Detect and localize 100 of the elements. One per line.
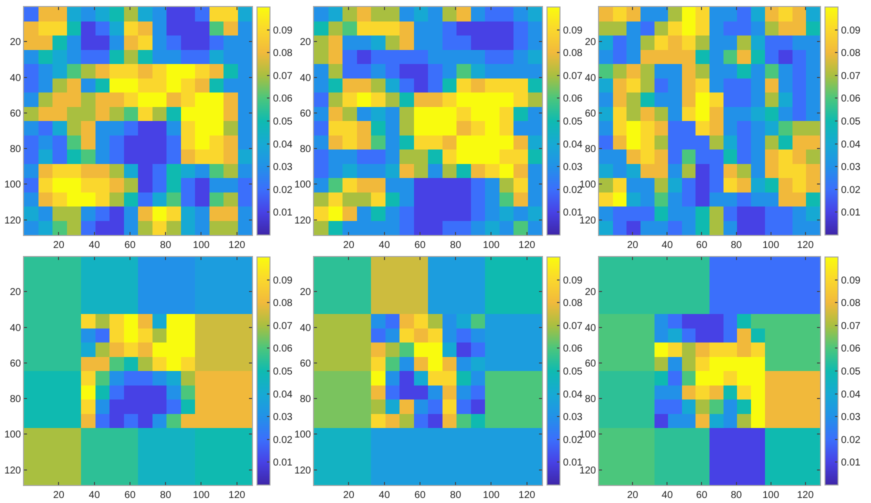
color-bar-label: 0.02 — [563, 184, 583, 196]
color-bar-label: 0.09 — [273, 275, 293, 286]
x-tick-label: 20 — [53, 490, 65, 501]
y-tick-label: 80 — [300, 144, 312, 156]
y-tick-label: 40 — [10, 72, 22, 84]
x-tick-label: 120 — [518, 240, 536, 251]
color-bar-label: 0.06 — [273, 94, 293, 105]
x-tick-label: 20 — [627, 490, 639, 501]
color-bar-label: 0.03 — [841, 412, 861, 424]
color-bar-label: 0.07 — [563, 70, 583, 82]
y-tick-label: 120 — [4, 465, 22, 476]
color-bar-label: 0.04 — [273, 389, 293, 400]
x-tick-label: 80 — [160, 490, 172, 501]
color-bar-label: 0.09 — [841, 275, 861, 286]
color-bar-label: 0.08 — [273, 48, 293, 60]
color-bar-label: 0.09 — [563, 25, 583, 36]
color-bar-label: 0.05 — [841, 366, 861, 378]
y-tick-label: 60 — [584, 358, 596, 370]
color-bar-label: 0.01 — [273, 458, 293, 469]
x-tick-label: 100 — [762, 490, 780, 501]
x-tick-label: 80 — [160, 240, 172, 251]
y-tick-label: 40 — [300, 72, 312, 84]
x-tick-label: 40 — [378, 240, 390, 251]
color-bar-label: 0.08 — [841, 48, 861, 60]
y-tick-label: 40 — [300, 322, 312, 334]
x-tick-label: 100 — [192, 240, 210, 251]
y-tick-label: 20 — [300, 37, 312, 48]
color-bar-label: 0.04 — [563, 139, 583, 150]
y-tick-label: 40 — [10, 322, 22, 334]
x-tick-label: 20 — [343, 240, 355, 251]
y-tick-label: 20 — [584, 287, 596, 298]
y-tick-label: 60 — [300, 108, 312, 120]
color-bar-label: 0.08 — [841, 298, 861, 310]
color-bar-label: 0.04 — [841, 389, 861, 400]
y-tick-label: 100 — [4, 430, 22, 441]
x-tick-label: 100 — [762, 240, 780, 251]
color-bar-label: 0.05 — [841, 116, 861, 128]
x-tick-label: 20 — [53, 240, 65, 251]
color-bar-label: 0.01 — [841, 208, 861, 219]
x-tick-label: 80 — [730, 490, 742, 501]
x-tick-label: 40 — [662, 240, 674, 251]
color-bar-label: 0.09 — [841, 25, 861, 36]
x-tick-label: 40 — [88, 490, 100, 501]
y-tick-label: 60 — [10, 358, 22, 370]
y-tick-label: 80 — [584, 144, 596, 156]
color-bar-label: 0.05 — [563, 366, 583, 378]
y-tick-label: 60 — [300, 358, 312, 370]
color-bar-label: 0.09 — [563, 275, 583, 286]
color-bar-label: 0.06 — [563, 94, 583, 105]
y-tick-label: 120 — [579, 215, 596, 226]
y-tick-label: 100 — [294, 180, 312, 191]
x-tick-label: 40 — [662, 490, 674, 501]
x-tick-label: 100 — [482, 490, 500, 501]
y-tick-label: 80 — [10, 394, 22, 406]
color-bar-label: 0.09 — [273, 25, 293, 36]
color-bar-label: 0.03 — [841, 162, 861, 174]
color-bar-label: 0.06 — [841, 344, 861, 355]
color-bar-label: 0.03 — [563, 412, 583, 424]
x-tick-label: 60 — [414, 490, 426, 501]
y-tick-label: 120 — [579, 465, 596, 476]
y-tick-label: 80 — [300, 394, 312, 406]
color-bar-label: 0.06 — [273, 344, 293, 355]
color-bar-label: 0.08 — [563, 298, 583, 310]
x-tick-label: 20 — [343, 490, 355, 501]
y-tick-label: 20 — [10, 287, 22, 298]
color-bar-label: 0.06 — [563, 344, 583, 355]
color-bar-label: 0.04 — [273, 139, 293, 150]
color-bar-label: 0.03 — [563, 162, 583, 174]
x-tick-label: 120 — [228, 490, 246, 501]
color-bar-label: 0.02 — [273, 184, 293, 196]
color-bar-label: 0.01 — [273, 208, 293, 219]
color-bar-label: 0.07 — [841, 320, 861, 332]
x-tick-label: 100 — [482, 240, 500, 251]
color-bar-label: 0.04 — [841, 139, 861, 150]
x-tick-label: 80 — [450, 490, 462, 501]
color-bar-label: 0.05 — [273, 366, 293, 378]
x-tick-label: 120 — [518, 490, 536, 501]
y-tick-label: 40 — [584, 72, 596, 84]
x-tick-label: 60 — [696, 240, 708, 251]
y-tick-label: 100 — [294, 430, 312, 441]
y-tick-label: 40 — [584, 322, 596, 334]
x-tick-label: 80 — [450, 240, 462, 251]
x-tick-label: 40 — [88, 240, 100, 251]
y-tick-label: 60 — [584, 108, 596, 120]
color-bar-label: 0.05 — [563, 116, 583, 128]
x-tick-label: 80 — [730, 240, 742, 251]
x-tick-label: 120 — [796, 240, 814, 251]
y-tick-label: 100 — [4, 180, 22, 191]
y-tick-label: 120 — [294, 215, 312, 226]
color-bar-label: 0.04 — [563, 389, 583, 400]
color-bar-label: 0.01 — [841, 458, 861, 469]
color-bar-label: 0.02 — [273, 434, 293, 446]
color-bar-label: 0.03 — [273, 412, 293, 424]
y-tick-label: 80 — [584, 394, 596, 406]
y-tick-label: 60 — [10, 108, 22, 120]
x-tick-label: 120 — [228, 240, 246, 251]
y-tick-label: 20 — [584, 37, 596, 48]
color-bar-label: 0.08 — [563, 48, 583, 60]
color-bar-label: 0.02 — [841, 184, 861, 196]
x-tick-label: 60 — [696, 490, 708, 501]
